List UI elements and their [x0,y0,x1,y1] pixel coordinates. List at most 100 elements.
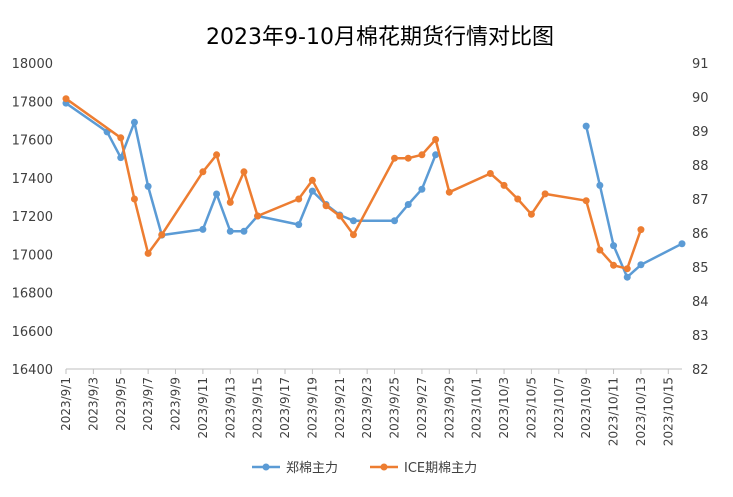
data-point [527,210,535,218]
data-point [226,198,234,206]
data-point [117,134,125,142]
data-point [404,201,412,209]
legend-entry-zhengmian: 郑棉主力 [286,461,338,476]
x-tick-label: 2023/9/25 [388,377,402,439]
y-right-tick-label: 87 [692,193,709,208]
x-tick-label: 2023/10/5 [524,377,538,439]
y-right-tick-label: 86 [692,227,709,242]
data-point [623,265,631,273]
data-point [582,197,590,205]
legend-entry-ice: ICE期棉主力 [404,461,477,476]
y-right-tick-label: 84 [692,295,709,310]
x-tick-label: 2023/9/7 [141,377,155,431]
data-point [404,154,412,162]
y-left-tick-label: 17600 [12,134,53,149]
data-point [596,246,604,254]
data-point [158,231,166,239]
data-point [322,202,330,210]
data-point [500,181,508,189]
data-point [623,273,631,281]
data-point [610,242,618,250]
data-point [391,217,399,225]
data-point [610,261,618,269]
data-point [226,227,234,235]
legend-swatch-marker-0 [262,463,270,471]
y-right-tick-label: 85 [692,261,709,276]
x-tick-label: 2023/9/13 [223,377,237,439]
data-point [445,188,453,196]
data-point [336,212,344,220]
data-point [130,195,138,203]
y-right-tick-label: 89 [692,125,709,140]
y-left-tick-label: 17800 [12,95,53,110]
data-point [199,168,207,176]
data-point [62,95,70,103]
series-line-0 [65,102,683,279]
x-tick-label: 2023/10/15 [661,377,675,446]
data-point [199,225,207,233]
series-0 [62,99,686,281]
y-left-tick-label: 16400 [12,363,53,378]
data-point [582,122,590,130]
y-right-tick-label: 82 [692,363,709,378]
x-tick-label: 2023/9/5 [114,377,128,431]
data-point [144,182,152,190]
data-point [678,240,686,248]
data-point [295,221,303,229]
data-point [117,154,125,162]
x-tick-label: 2023/9/19 [305,377,319,439]
data-point [254,212,262,220]
data-point [637,261,645,269]
y-right-tick-label: 91 [692,57,709,72]
data-point [418,185,426,193]
data-point [349,231,357,239]
data-point [213,190,221,198]
y-right-tick-label: 83 [692,329,709,344]
x-tick-label: 2023/9/9 [169,377,183,431]
x-tick-label: 2023/9/29 [442,377,456,439]
data-point [486,170,494,177]
data-point [308,187,316,195]
x-tick-label: 2023/10/9 [579,377,593,439]
y-left-tick-label: 18000 [12,57,53,72]
data-point [240,168,248,176]
series-line-1 [65,97,643,270]
x-tick-label: 2023/10/3 [497,377,511,439]
x-tick-label: 2023/9/21 [333,377,347,439]
data-point [596,181,604,189]
axes: 16400 16600 16800 17000 17200 17400 17600 17800… [12,57,709,446]
y-right-tick-label: 90 [692,91,709,106]
x-tick-label: 2023/10/1 [470,377,484,439]
y-left-tick-label: 17200 [12,210,53,225]
series-1 [62,95,645,273]
y-left-tick-label: 16600 [12,325,53,340]
y-left-tick-label: 16800 [12,287,53,302]
y-left-tick-label: 17000 [12,248,53,263]
data-point [637,226,645,234]
data-point [130,118,138,126]
x-tick-label: 2023/9/23 [360,377,374,439]
x-tick-label: 2023/9/11 [196,377,210,439]
data-point [144,249,152,257]
data-point [308,176,316,184]
chart-title: 2023年9-10月棉花期货行情对比图 [206,25,554,50]
data-point [213,151,221,159]
y-right-tick-label: 88 [692,159,709,174]
y-left-tick-label: 17400 [12,172,53,187]
legend-swatch-marker-1 [380,463,388,471]
data-point [349,217,357,225]
x-tick-label: 2023/9/3 [86,377,100,431]
x-tick-label: 2023/9/15 [251,377,265,439]
x-tick-label: 2023/9/27 [415,377,429,439]
data-point [240,227,248,235]
x-tick-label: 2023/10/11 [607,377,621,446]
series-layer [62,95,686,281]
data-point [514,195,522,203]
x-tick-label: 2023/9/17 [278,377,292,439]
data-point [418,151,426,159]
legend: 郑棉主力 ICE期棉主力 [252,461,477,476]
data-point [295,195,303,203]
x-tick-label: 2023/10/13 [634,377,648,446]
